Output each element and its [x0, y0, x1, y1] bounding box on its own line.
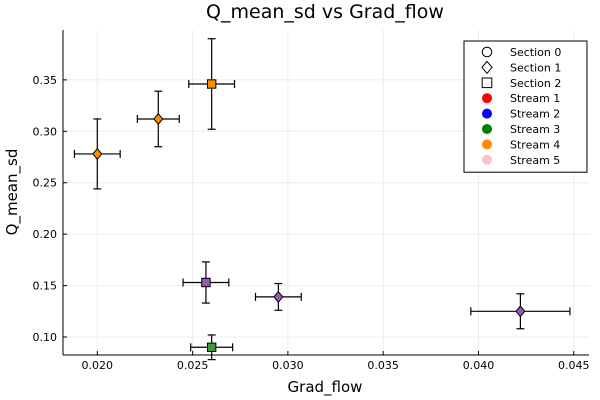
- y-axis-label: Q_mean_sd: [3, 149, 22, 236]
- point-marker: [153, 112, 164, 125]
- legend-label: Section 0: [510, 46, 561, 59]
- legend-entry: Stream 5: [482, 154, 560, 167]
- x-tick-label: 0.035: [367, 359, 399, 372]
- legend-swatch: [481, 60, 493, 75]
- point-marker: [92, 147, 103, 160]
- y-tick-label: 0.20: [33, 228, 58, 241]
- legend-label: Stream 3: [510, 123, 560, 136]
- data-point: [73, 118, 121, 190]
- y-tick-label: 0.30: [33, 125, 58, 138]
- data-point: [470, 293, 571, 330]
- tick-labels: 0.020 0.025 0.030 0.035 0.040 0.045 0.10 0.15 0.…: [33, 74, 590, 372]
- legend-box: [463, 40, 588, 173]
- legend-swatch: [482, 93, 492, 104]
- x-tick-label: 0.045: [558, 359, 590, 372]
- data-points: [73, 38, 571, 361]
- legend-entry: Stream 1: [482, 92, 560, 105]
- legend-swatch: [481, 77, 493, 89]
- legend-label: Stream 2: [510, 108, 560, 121]
- legend-label: Stream 1: [510, 92, 560, 105]
- legend-label: Section 1: [510, 61, 561, 74]
- legend-entry: Section 1: [481, 60, 561, 75]
- point-marker: [206, 342, 217, 352]
- chart-title: Q_mean_sd vs Grad_flow: [206, 1, 444, 23]
- y-tick-label: 0.35: [33, 74, 58, 87]
- y-tick-label: 0.15: [33, 280, 58, 293]
- point-marker: [206, 79, 217, 89]
- axes: [62, 30, 589, 356]
- data-point: [190, 334, 234, 361]
- point-marker: [201, 277, 211, 288]
- y-tick-label: 0.25: [33, 177, 58, 190]
- legend-swatch: [482, 154, 492, 165]
- x-tick-label: 0.025: [177, 359, 209, 372]
- point-marker: [515, 305, 526, 318]
- x-axis-label: Grad_flow: [288, 378, 363, 397]
- x-tick-label: 0.020: [82, 359, 114, 372]
- x-tick-label: 0.030: [272, 359, 304, 372]
- y-tick-label: 0.10: [33, 331, 58, 344]
- legend-entry: Stream 2: [482, 108, 560, 121]
- legend-label: Stream 5: [510, 154, 560, 167]
- legend-swatch: [481, 46, 493, 58]
- legend-swatch: [482, 124, 492, 134]
- point-marker: [273, 290, 284, 303]
- legend-label: Stream 4: [510, 138, 560, 151]
- legend-swatch: [482, 108, 492, 119]
- legend-entry: Stream 4: [482, 138, 560, 151]
- x-tick-label: 0.040: [463, 359, 495, 372]
- legend-entry: Section 2: [481, 77, 561, 90]
- legend-entry: Section 0: [481, 46, 561, 59]
- data-point: [254, 282, 302, 311]
- legend: Section 0 Section 1 Section 2 Stream 1 Strea…: [463, 40, 588, 173]
- legend-entry: Stream 3: [482, 123, 560, 136]
- legend-label: Section 2: [510, 77, 561, 90]
- data-point: [188, 38, 236, 130]
- data-point: [136, 90, 180, 148]
- data-point: [182, 261, 230, 304]
- legend-swatch: [482, 139, 492, 150]
